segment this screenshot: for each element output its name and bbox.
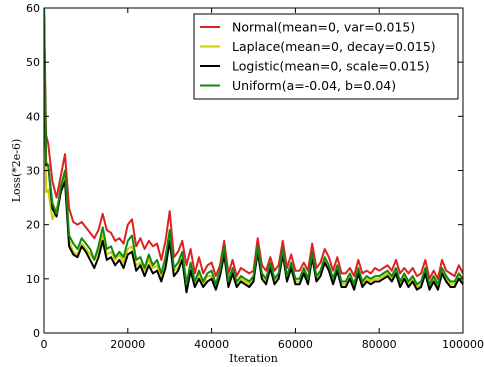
legend-label-2: Laplace(mean=0, decay=0.015) [232, 39, 436, 54]
series-layer [44, 8, 463, 294]
y-tick-label: 50 [26, 56, 40, 69]
legend-label-3: Logistic(mean=0, scale=0.015) [232, 59, 430, 74]
y-tick-label: 40 [26, 110, 40, 123]
legend-label-1: Normal(mean=0, var=0.015) [232, 20, 415, 35]
y-tick-label: 20 [26, 219, 40, 232]
x-tick-label: 60000 [278, 338, 313, 351]
legend: Normal(mean=0, var=0.015) Laplace(mean=0,… [193, 13, 459, 100]
series-line-3 [44, 8, 463, 294]
x-tick-label: 40000 [194, 338, 229, 351]
series-line-1 [44, 8, 463, 280]
x-tick-label: 100000 [442, 338, 484, 351]
y-tick-label: 10 [26, 273, 40, 286]
x-tick-label: 80000 [362, 338, 397, 351]
series-line-2 [44, 8, 463, 288]
x-tick-label: 20000 [110, 338, 145, 351]
y-tick-label: 30 [26, 165, 40, 178]
ticks-layer: 0 20000 40000 60000 80000 100000 0 10 20 30 40 50 60 [26, 2, 484, 351]
x-axis-title: Iteration [229, 352, 278, 365]
series-line-4 [44, 8, 463, 286]
y-tick-label: 0 [33, 327, 40, 340]
y-tick-label: 60 [26, 2, 40, 15]
y-axis-title: Loss(*2e-6) [10, 139, 23, 203]
legend-label-4: Uniform(a=-0.04, b=0.04) [232, 78, 396, 93]
x-tick-label: 0 [41, 338, 48, 351]
legend-box [193, 13, 459, 100]
